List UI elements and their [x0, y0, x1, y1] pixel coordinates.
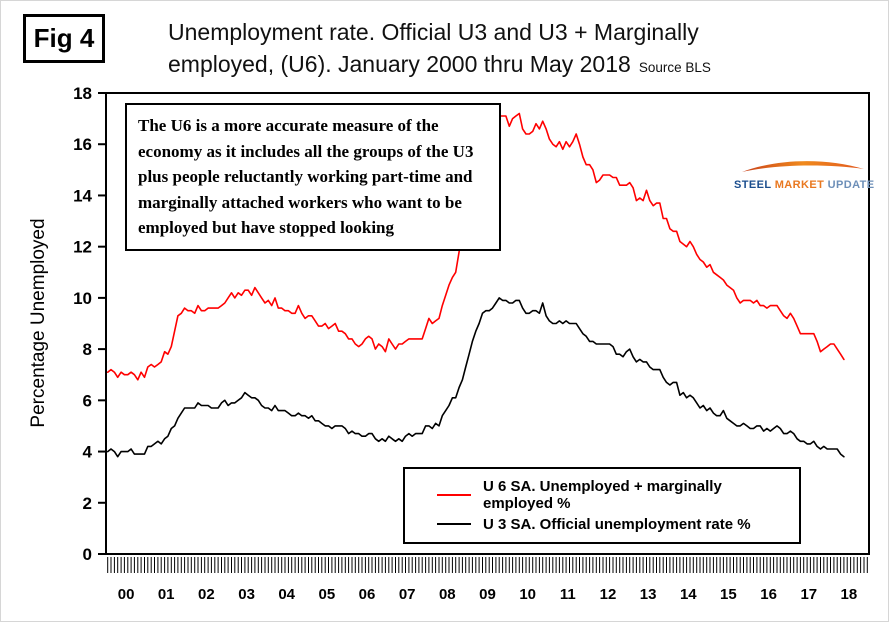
x-year-label: 13 — [640, 586, 657, 603]
y-tick-label: 6 — [83, 391, 92, 410]
plot-frame — [105, 92, 870, 555]
y-tick-label: 14 — [73, 186, 92, 205]
legend-label-u6: U 6 SA. Unemployed + marginally employed… — [483, 478, 722, 513]
x-year-label: 15 — [720, 586, 737, 603]
x-year-label: 16 — [760, 586, 777, 603]
legend-item-u3: U 3 SA. Official unemployment rate % — [437, 516, 791, 533]
x-year-label: 17 — [800, 586, 817, 603]
y-tick-label: 0 — [83, 545, 92, 564]
logo-swoosh-icon — [742, 161, 864, 172]
x-year-label: 12 — [600, 586, 617, 603]
title-line2-text: employed, (U6). January 2000 thru May 20… — [168, 50, 631, 77]
figure-label: Fig 4 — [23, 14, 105, 63]
y-tick-label: 4 — [83, 443, 93, 462]
x-year-label: 09 — [479, 586, 496, 603]
series-line-u3 — [106, 297, 845, 458]
title-line2: employed, (U6). January 2000 thru May 20… — [168, 49, 711, 81]
logo-word-steel: STEEL — [734, 179, 772, 191]
legend-label-u3: U 3 SA. Official unemployment rate % — [483, 515, 751, 533]
x-year-label: 02 — [198, 586, 215, 603]
title-line1: Unemployment rate. Official U3 and U3 + … — [168, 19, 699, 45]
logo-word-update: UPDATE — [827, 179, 875, 191]
x-year-label: 05 — [319, 586, 336, 603]
y-tick-label: 12 — [73, 238, 92, 257]
x-year-label: 03 — [238, 586, 255, 603]
logo-wordmark: STEEL MARKET UPDATE — [734, 179, 875, 191]
x-year-label: 14 — [680, 586, 697, 603]
y-tick-label: 16 — [73, 135, 92, 154]
legend: U 6 SA. Unemployed + marginally employed… — [403, 467, 801, 544]
y-tick-label: 8 — [83, 340, 92, 359]
chart-title: Unemployment rate. Official U3 and U3 + … — [168, 17, 711, 80]
x-year-label: 11 — [560, 586, 576, 603]
x-year-label: 06 — [359, 586, 376, 603]
x-year-label: 04 — [278, 586, 295, 603]
x-year-label: 00 — [118, 586, 135, 603]
y-tick-label: 2 — [83, 494, 92, 513]
smu-logo: STEEL MARKET UPDATE — [734, 160, 875, 191]
x-year-label: 18 — [841, 586, 858, 603]
x-year-label: 01 — [158, 586, 175, 603]
u3-line-swatch — [437, 523, 471, 526]
x-year-label: 10 — [519, 586, 536, 603]
x-year-label: 08 — [439, 586, 456, 603]
x-year-label: 07 — [399, 586, 416, 603]
annotation-box: The U6 is a more accurate measure of the… — [125, 103, 501, 251]
legend-item-u6: U 6 SA. Unemployed + marginally employed… — [437, 478, 791, 512]
y-tick-label: 18 — [73, 84, 92, 103]
y-tick-label: 10 — [73, 289, 92, 308]
source-note: Source BLS — [638, 59, 711, 75]
logo-word-market: MARKET — [774, 179, 825, 191]
u6-line-swatch — [437, 494, 471, 497]
